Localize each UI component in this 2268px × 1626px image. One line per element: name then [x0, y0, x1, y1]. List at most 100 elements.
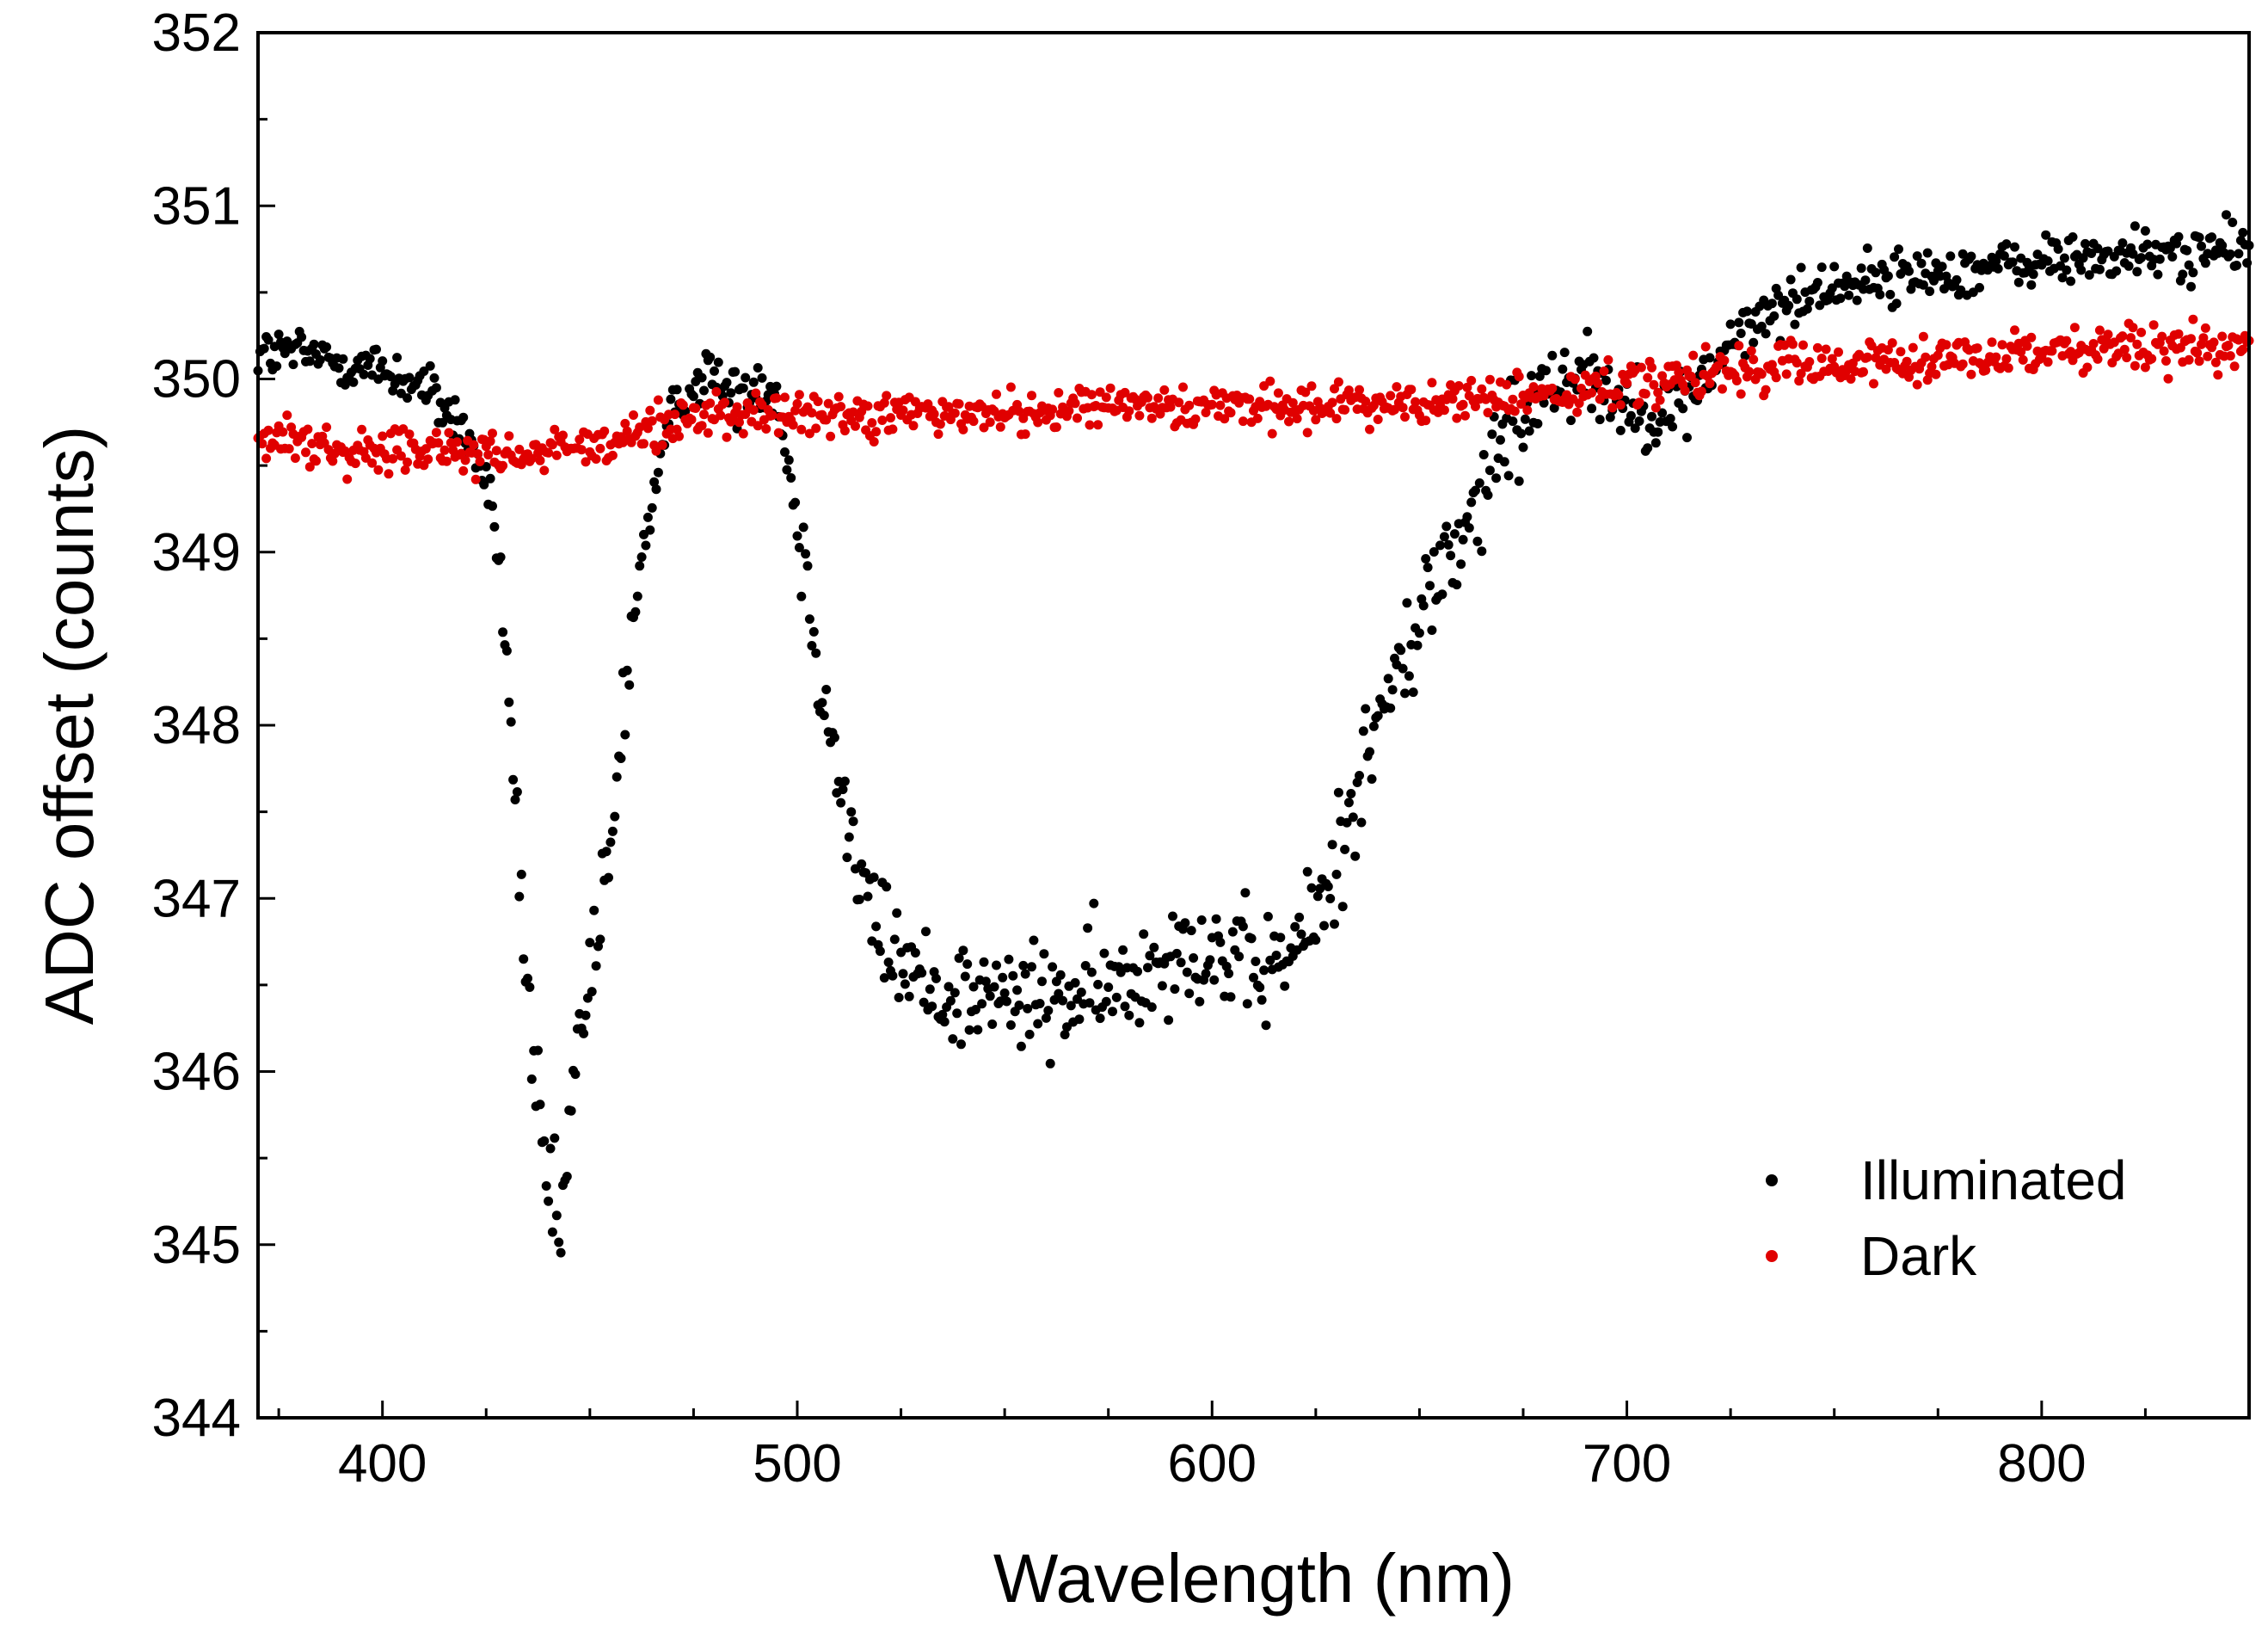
legend: Illuminated Dark [1766, 1149, 2127, 1287]
data-point [460, 455, 470, 465]
data-point [2081, 238, 2090, 249]
data-point [1705, 379, 1715, 389]
data-point [419, 366, 429, 376]
data-point [1327, 397, 1337, 408]
data-point [1918, 280, 1928, 290]
data-point [1933, 350, 1943, 360]
data-point [1439, 532, 1449, 542]
y-axis-label: ADC offset (counts) [31, 426, 108, 1025]
data-point [2028, 269, 2038, 280]
data-point [1533, 419, 1543, 428]
data-point [987, 1019, 998, 1029]
data-point [925, 984, 935, 995]
data-point [301, 447, 310, 458]
data-point [794, 390, 804, 400]
data-point [1862, 243, 1872, 253]
data-point [992, 960, 1001, 970]
data-point [1134, 1018, 1145, 1028]
data-point [1386, 703, 1396, 713]
data-point [1682, 433, 1692, 443]
data-point [836, 402, 846, 412]
data-point [612, 772, 622, 782]
data-point [2013, 277, 2024, 287]
data-point [2186, 281, 2196, 292]
data-point [879, 397, 889, 408]
data-point [2217, 240, 2228, 250]
data-point [1145, 951, 1155, 961]
data-point [1657, 371, 1668, 381]
data-point [2217, 331, 2228, 342]
data-point [1168, 911, 1177, 921]
data-point [958, 945, 968, 956]
data-point [485, 473, 495, 483]
data-point [278, 427, 288, 437]
data-point [771, 381, 782, 391]
data-point [1039, 949, 1049, 959]
data-point [2117, 331, 2128, 342]
data-point [960, 971, 970, 982]
data-point [844, 832, 854, 842]
data-point [473, 449, 483, 459]
data-point [722, 378, 732, 388]
data-point [2043, 357, 2053, 367]
data-point [581, 1010, 591, 1020]
data-point [1650, 438, 1661, 448]
data-point [1195, 996, 1205, 1007]
data-point [601, 847, 612, 857]
data-point [1083, 923, 1093, 933]
data-point [1263, 911, 1273, 921]
data-point [1004, 954, 1014, 964]
data-point [501, 646, 512, 656]
data-point [1201, 408, 1211, 417]
data-point [979, 957, 989, 967]
data-point [2161, 356, 2171, 366]
data-point [1844, 290, 1854, 300]
data-point [2059, 253, 2069, 263]
data-point [1937, 262, 1947, 272]
data-point [322, 342, 332, 352]
data-point [1139, 929, 1149, 939]
data-point [1153, 393, 1164, 403]
data-point [1680, 385, 1690, 396]
data-point [605, 837, 616, 847]
data-point [2130, 221, 2140, 231]
data-point [282, 336, 292, 347]
data-point [1908, 342, 1918, 353]
data-point [1146, 1002, 1157, 1013]
data-point [425, 360, 435, 371]
data-point [1418, 601, 1429, 611]
data-point [1514, 372, 1524, 382]
data-point [392, 353, 403, 363]
series-layer [253, 210, 2254, 1258]
y-tick-label: 349 [152, 523, 241, 582]
data-point [1503, 471, 1514, 481]
data-point [2188, 314, 2198, 324]
data-point [1902, 356, 1912, 366]
data-point [892, 908, 902, 918]
data-point [1798, 340, 1808, 350]
data-point [2132, 339, 2142, 349]
data-point [1958, 359, 1968, 369]
data-point [1761, 329, 1771, 339]
data-point [699, 410, 709, 420]
data-point [1257, 995, 1267, 1005]
data-point [378, 431, 388, 441]
data-point [475, 457, 485, 466]
data-point [2140, 362, 2150, 373]
data-point [1033, 1019, 1043, 1029]
data-point [2124, 261, 2134, 271]
data-point [927, 1001, 937, 1012]
data-point [1060, 1030, 1070, 1040]
data-point [1665, 414, 1675, 423]
data-point [1333, 787, 1343, 798]
data-point [1781, 369, 1792, 379]
data-point [1252, 413, 1263, 423]
data-point [1300, 387, 1311, 397]
legend-marker-illuminated [1766, 1174, 1778, 1186]
data-point [1966, 251, 1976, 262]
data-point [833, 391, 844, 402]
data-point [350, 459, 360, 469]
data-point [1626, 410, 1636, 421]
data-point [1029, 935, 1039, 945]
data-point [1885, 289, 1896, 299]
